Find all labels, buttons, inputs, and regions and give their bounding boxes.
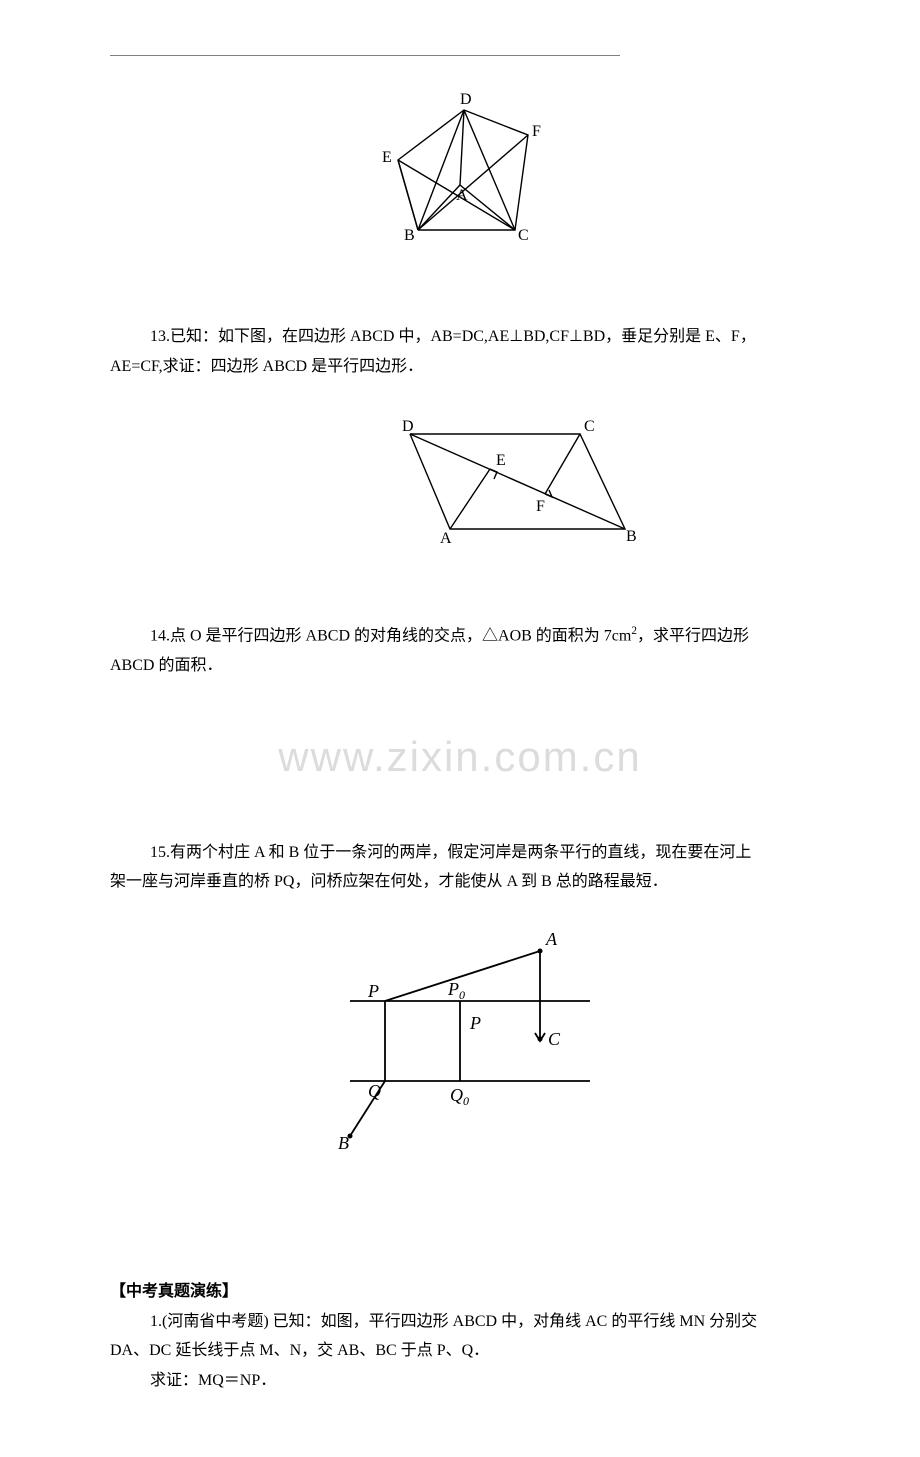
fig1-label-c: C bbox=[518, 227, 529, 244]
spacer bbox=[110, 683, 810, 723]
exam1-line1: 1.(河南省中考题) 已知：如图，平行四边形 ABCD 中，对角线 AC 的平行… bbox=[110, 1309, 810, 1335]
document-page: A B C D E F 13.已知：如下图，在四边形 ABCD 中，AB=DC,… bbox=[0, 0, 920, 1457]
watermark: www.zixin.com.cn bbox=[110, 723, 810, 790]
exam1-line2: DA、DC 延长线于点 M、N，交 AB、BC 于点 P、Q． bbox=[110, 1338, 810, 1364]
q15-line1: 15.有两个村庄 A 和 B 位于一条河的两岸，假定河岸是两条平行的直线，现在要… bbox=[110, 840, 810, 866]
spacer bbox=[110, 1191, 810, 1269]
fig3-label-p: P bbox=[367, 981, 379, 1001]
fig1-label-b: B bbox=[404, 227, 415, 244]
top-divider bbox=[110, 55, 620, 56]
exam1-line3: 求证：MQ＝NP． bbox=[110, 1368, 810, 1394]
fig3-label-c: C bbox=[548, 1029, 561, 1049]
fig1-label-e: E bbox=[382, 149, 392, 166]
fig3-label-pmid: P bbox=[469, 1013, 481, 1033]
spacer bbox=[110, 579, 810, 623]
figure-3-svg: A P P0 P C Q Q0 B bbox=[310, 921, 610, 1161]
fig3-label-a: A bbox=[545, 929, 558, 949]
fig3-label-q: Q bbox=[368, 1081, 381, 1101]
fig2-label-e: E bbox=[496, 452, 506, 469]
figure-1-svg: A B C D E F bbox=[360, 90, 560, 250]
fig2-label-d: D bbox=[402, 418, 414, 435]
fig2-label-a: A bbox=[440, 530, 452, 547]
figure-2-wrap: D C A B E F bbox=[110, 409, 810, 549]
spacer bbox=[110, 280, 810, 324]
fig1-label-d: D bbox=[460, 91, 472, 108]
figure-2-svg: D C A B E F bbox=[380, 409, 650, 549]
exam-heading: 【中考真题演练】 bbox=[110, 1279, 810, 1305]
figure-1-wrap: A B C D E F bbox=[110, 90, 810, 250]
q14-text-a: 14.点 O 是平行四边形 ABCD 的对角线的交点，△AOB 的面积为 7cm bbox=[150, 628, 631, 645]
spacer bbox=[110, 790, 810, 840]
q13-line1: 13.已知：如下图，在四边形 ABCD 中，AB=DC,AE⊥BD,CF⊥BD，… bbox=[110, 324, 810, 350]
fig2-label-b: B bbox=[626, 528, 637, 545]
fig3-label-p0: P0 bbox=[447, 979, 465, 1002]
fig3-label-q0: Q0 bbox=[450, 1085, 469, 1108]
fig3-label-b: B bbox=[338, 1133, 349, 1153]
fig1-label-f: F bbox=[532, 123, 541, 140]
q13-line2: AE=CF,求证：四边形 ABCD 是平行四边形． bbox=[110, 354, 810, 380]
fig2-label-c: C bbox=[584, 418, 595, 435]
fig2-label-f: F bbox=[536, 498, 545, 515]
q15-line2: 架一座与河岸垂直的桥 PQ，问桥应架在何处，才能使从 A 到 B 总的路程最短． bbox=[110, 869, 810, 895]
fig1-label-a: A bbox=[456, 187, 468, 204]
figure-3-wrap: A P P0 P C Q Q0 B bbox=[110, 921, 810, 1161]
q14-line1: 14.点 O 是平行四边形 ABCD 的对角线的交点，△AOB 的面积为 7cm… bbox=[110, 623, 810, 649]
q14-line2: ABCD 的面积． bbox=[110, 653, 810, 679]
q14-text-b: ，求平行四边形 bbox=[637, 628, 749, 645]
